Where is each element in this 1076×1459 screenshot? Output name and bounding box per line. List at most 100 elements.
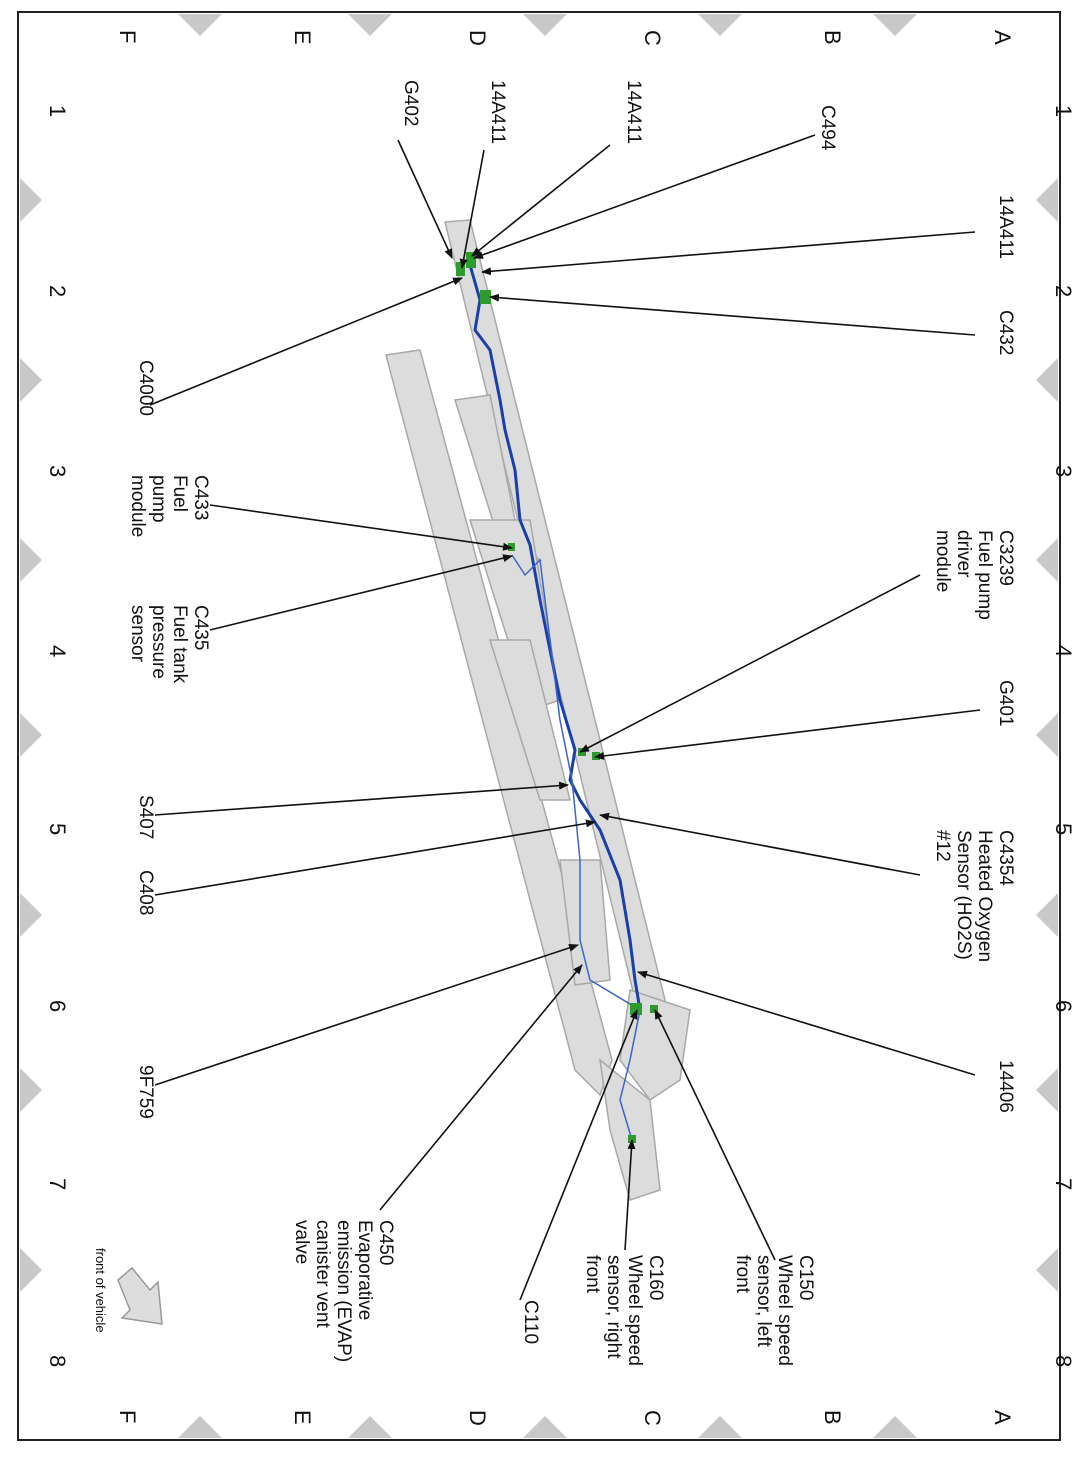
leader-line: [594, 709, 981, 760]
callout-label: 9F759: [135, 1065, 156, 1119]
callout-label: Heated Oxygen: [974, 830, 995, 962]
triangle: [20, 358, 42, 402]
grid-letter: C: [640, 30, 665, 46]
leader-lines: [149, 134, 981, 1301]
grid-number: 2: [1051, 285, 1076, 297]
triangle: [1036, 713, 1058, 757]
grid-number: 6: [1051, 1000, 1076, 1012]
callout-label: front: [582, 1255, 603, 1294]
callout-label: #12: [932, 830, 953, 862]
triangle: [698, 1416, 742, 1438]
front-arrow: [117, 1266, 163, 1325]
triangle: [178, 14, 222, 36]
leader-line: [481, 231, 976, 276]
grid-number: 8: [45, 1355, 70, 1367]
triangle: [178, 1416, 222, 1438]
callout-label: sensor, left: [753, 1255, 774, 1348]
front-label: front of vehicle: [93, 1248, 108, 1333]
callout-label: pressure: [148, 605, 169, 679]
callout-label: C435: [190, 605, 211, 650]
grid-number: 3: [45, 465, 70, 477]
triangle: [1036, 1068, 1058, 1112]
grid-letter: D: [465, 1410, 490, 1426]
callout-label: C408: [135, 870, 156, 915]
callout-label: valve: [291, 1220, 312, 1264]
triangle: [20, 893, 42, 937]
leader-line: [489, 293, 976, 336]
grid-number: 5: [45, 823, 70, 835]
callout-label: module: [932, 530, 953, 592]
grid-number: 1: [45, 105, 70, 117]
triangle: [1036, 893, 1058, 937]
callout-label: 14A411: [487, 80, 508, 144]
leader-line: [654, 1009, 776, 1261]
callout-label: canister vent: [312, 1220, 333, 1328]
triangle: [698, 14, 742, 36]
triangle: [20, 178, 42, 222]
callout-label: emission (EVAP): [333, 1220, 354, 1362]
border-triangles: [20, 14, 1058, 1438]
leader-line: [154, 944, 579, 1086]
grid-letter: D: [465, 30, 490, 46]
triangle: [1036, 178, 1058, 222]
leader-line: [154, 819, 596, 896]
leader-line: [471, 144, 611, 257]
callout-label: driver: [953, 530, 974, 578]
callout-label: C450: [375, 1220, 396, 1265]
callout-label: S407: [135, 795, 156, 839]
wire: [468, 264, 642, 1011]
callout-label: Fuel: [169, 475, 190, 512]
callout-label: 14A411: [995, 195, 1016, 259]
triangle: [20, 1248, 42, 1292]
grid-letter: B: [820, 1410, 845, 1425]
callout-label: 14A411: [623, 80, 644, 144]
callout-label: Evaporative: [354, 1220, 375, 1320]
callout-label: G402: [400, 80, 421, 126]
triangle: [348, 14, 392, 36]
leader-line: [519, 1009, 638, 1301]
grid-number: 7: [45, 1178, 70, 1190]
callout-label: C4354: [995, 830, 1016, 886]
border: [17, 11, 1061, 1441]
grid-letter: E: [290, 30, 315, 45]
triangle: [523, 1416, 567, 1438]
callout-label: Sensor (HO2S): [953, 830, 974, 960]
triangle: [1036, 358, 1058, 402]
triangle: [20, 713, 42, 757]
triangle: [873, 1416, 917, 1438]
grid-letter: A: [990, 1410, 1015, 1425]
triangle: [1036, 1248, 1058, 1292]
leader-line: [459, 149, 485, 269]
callout-label: C494: [817, 105, 838, 151]
triangle: [523, 14, 567, 36]
callout-label: C110: [520, 1300, 541, 1344]
callout-label: front: [732, 1255, 753, 1294]
callout-label: Fuel pump: [974, 530, 995, 620]
callout-label: C432: [995, 310, 1016, 355]
leader-line: [379, 964, 583, 1211]
callout-label: sensor: [127, 605, 148, 663]
triangle: [1036, 538, 1058, 582]
grid-number: 7: [1051, 1178, 1076, 1190]
callout-label: Fuel tank: [169, 605, 190, 684]
leader-line: [579, 574, 921, 753]
callout-label: C3239: [995, 530, 1016, 586]
grid-number: 6: [45, 1000, 70, 1012]
grid-letter: B: [820, 30, 845, 45]
leader-line: [637, 970, 976, 1076]
callout-label: sensor, right: [603, 1255, 624, 1359]
grid-number: 4: [1051, 645, 1076, 657]
callout-label: Wheel speed: [624, 1255, 645, 1366]
grid-letter: C: [640, 1410, 665, 1426]
callout-label: G401: [995, 680, 1016, 726]
grid-number: 1: [1051, 105, 1076, 117]
grid-letter: E: [290, 1410, 315, 1425]
wire-branch: [511, 554, 641, 1141]
leader-line: [149, 277, 463, 406]
callout-label: C433: [190, 475, 211, 520]
grid-letter: A: [990, 30, 1015, 45]
leader-line: [624, 1139, 636, 1251]
triangle: [20, 1068, 42, 1112]
leader-line: [154, 781, 569, 816]
